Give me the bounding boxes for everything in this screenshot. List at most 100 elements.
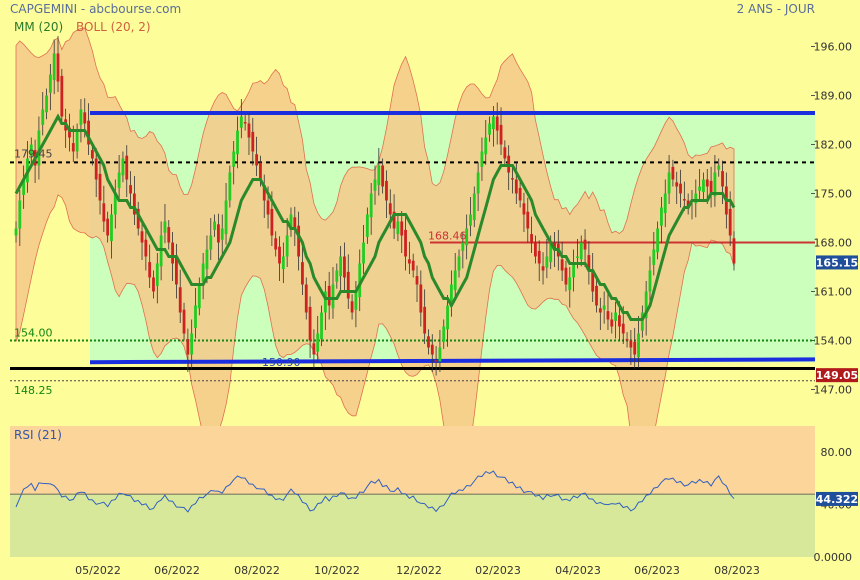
- x-tick-label: 04/2023: [555, 564, 601, 577]
- thin-dotted-label: 148.25: [14, 384, 53, 397]
- price-tick-label: 189.00: [814, 90, 853, 103]
- candle-body: [679, 183, 682, 194]
- rsi-line: [15, 470, 735, 513]
- candle-body: [629, 340, 633, 348]
- candle-body: [327, 285, 331, 306]
- candle-body: [197, 284, 201, 309]
- candle-body: [186, 339, 190, 355]
- candle-body: [526, 211, 530, 229]
- candle-body: [503, 147, 507, 159]
- candle-body: [392, 211, 396, 229]
- candle-body: [56, 53, 60, 82]
- candle-body: [239, 116, 243, 128]
- x-tick-label: 06/2023: [634, 564, 680, 577]
- candle-body: [236, 130, 239, 155]
- candle-body: [182, 309, 186, 334]
- candle-body: [201, 263, 205, 282]
- candle-body: [461, 242, 465, 251]
- candle-body: [323, 291, 327, 313]
- rsi-lower-zone: [10, 494, 815, 557]
- candle-body: [224, 200, 228, 235]
- candle-body: [438, 347, 442, 362]
- candle-body: [518, 187, 522, 201]
- candle-body: [465, 228, 469, 246]
- candle-body: [270, 208, 274, 236]
- price-tick-label: 154.00: [814, 335, 853, 348]
- candle-body: [671, 166, 675, 180]
- candle-body: [247, 123, 251, 138]
- candle-body: [320, 312, 323, 340]
- candle-body: [251, 131, 255, 152]
- candle-body: [427, 336, 430, 348]
- last-price-badge: [816, 255, 858, 270]
- candle-body: [576, 256, 579, 258]
- moving-average-line: [14, 113, 736, 321]
- candle-body: [591, 270, 595, 292]
- candle-body: [449, 284, 453, 303]
- candle-body: [648, 270, 652, 292]
- candle-body: [45, 95, 48, 113]
- candle-body: [335, 270, 339, 282]
- candle-body: [484, 137, 488, 155]
- candle-body: [660, 207, 663, 226]
- price-tick-label: 196.00: [814, 41, 853, 54]
- candle-body: [339, 256, 343, 277]
- candle-body: [606, 311, 610, 320]
- candle-body: [644, 291, 648, 319]
- candle-body: [686, 200, 690, 208]
- candle-body: [572, 263, 575, 278]
- candle-body: [350, 301, 354, 313]
- candle-body: [243, 122, 247, 124]
- candle-body: [404, 229, 407, 257]
- candle-body: [457, 256, 461, 271]
- candle-body: [259, 162, 262, 180]
- price-tick-label: 147.00: [814, 384, 853, 397]
- candle-body: [228, 172, 232, 201]
- candle-body: [262, 185, 266, 201]
- legend-ma: MM (20): [14, 20, 63, 34]
- candle-body: [537, 250, 541, 264]
- candle-body: [362, 242, 365, 264]
- candle-body: [136, 208, 140, 229]
- candle-body: [312, 343, 316, 355]
- candle-body: [369, 193, 373, 218]
- last-price-badge-text: 165.15: [816, 256, 858, 269]
- candle-body: [511, 178, 514, 180]
- candle-body: [400, 221, 404, 236]
- candle-body: [175, 257, 178, 285]
- candle-body: [430, 344, 434, 355]
- candle-body: [331, 284, 335, 309]
- candle-body: [415, 276, 419, 285]
- support-label: 154.00: [14, 327, 53, 340]
- candle-body: [579, 242, 583, 260]
- candle-body: [18, 200, 22, 229]
- candle-body: [495, 116, 499, 131]
- candle-body: [343, 256, 346, 278]
- candle-body: [728, 208, 732, 236]
- candle-body: [274, 238, 278, 250]
- candle-body: [381, 165, 385, 187]
- candle-body: [178, 287, 182, 313]
- candle-body: [106, 218, 110, 236]
- candle-body: [167, 227, 171, 243]
- candle-body: [293, 217, 297, 229]
- candle-body: [308, 306, 312, 341]
- candle-body: [713, 172, 717, 197]
- candle-body: [434, 360, 438, 362]
- rsi-title: RSI (21): [14, 428, 62, 442]
- rsi-badge-text: 44.322: [816, 493, 858, 506]
- candle-body: [29, 144, 33, 156]
- candle-body: [266, 200, 270, 215]
- candle-body: [365, 214, 369, 237]
- candle-body: [423, 306, 427, 334]
- candle-body: [652, 249, 656, 265]
- candle-body: [213, 221, 216, 230]
- candle-body: [717, 165, 721, 170]
- chart-title: CAPGEMINI - abcbourse.com: [10, 2, 181, 16]
- candle-body: [514, 179, 518, 194]
- candle-body: [113, 193, 117, 215]
- rsi-badge: [816, 491, 858, 506]
- candle-body: [595, 285, 598, 306]
- candle-body: [289, 214, 293, 230]
